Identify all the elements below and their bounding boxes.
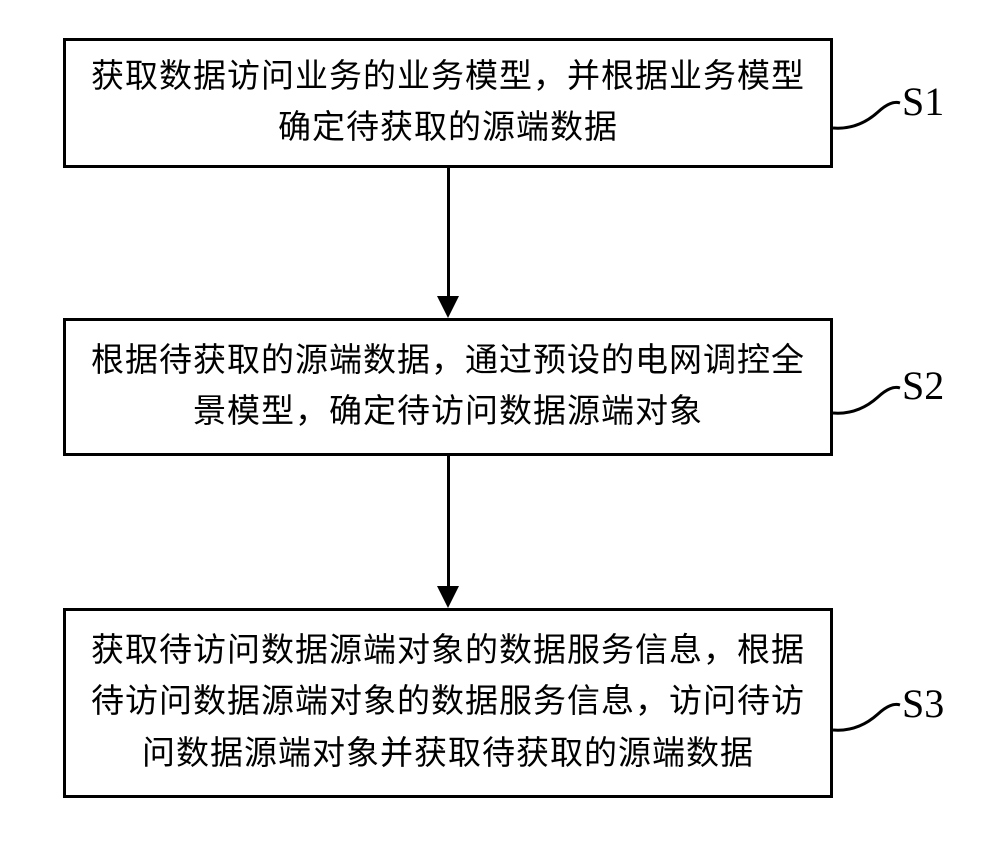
arrow-s2-s3-line [447, 456, 450, 586]
arrow-s2-s3-head [437, 586, 459, 608]
step-box-s1: 获取数据访问业务的业务模型，并根据业务模型确定待获取的源端数据 [63, 38, 833, 168]
flowchart-canvas: 获取数据访问业务的业务模型，并根据业务模型确定待获取的源端数据 S1 根据待获取… [0, 0, 1000, 842]
arrow-s1-s2-line [447, 168, 450, 296]
step-text-s1: 获取数据访问业务的业务模型，并根据业务模型确定待获取的源端数据 [90, 52, 806, 154]
step-label-s2: S2 [902, 362, 944, 409]
arrow-s1-s2-head [437, 296, 459, 318]
step-text-s3: 获取待访问数据源端对象的数据服务信息，根据待访问数据源端对象的数据服务信息，访问… [90, 626, 806, 779]
connector-s1 [833, 90, 903, 140]
step-box-s2: 根据待获取的源端数据，通过预设的电网调控全景模型，确定待访问数据源端对象 [63, 318, 833, 456]
connector-s3 [833, 692, 903, 742]
step-label-s1: S1 [902, 78, 944, 125]
step-box-s3: 获取待访问数据源端对象的数据服务信息，根据待访问数据源端对象的数据服务信息，访问… [63, 608, 833, 798]
step-label-s3: S3 [902, 680, 944, 727]
step-text-s2: 根据待获取的源端数据，通过预设的电网调控全景模型，确定待访问数据源端对象 [90, 336, 806, 438]
connector-s2 [833, 375, 903, 425]
